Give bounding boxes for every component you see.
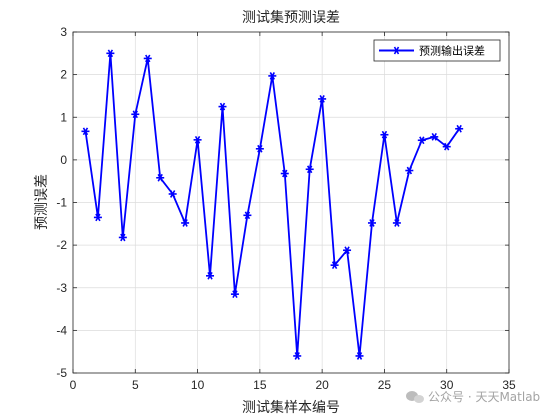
x-tick-label: 25 [378, 378, 392, 392]
x-tick-label: 30 [440, 378, 454, 392]
data-point-marker [367, 219, 376, 227]
data-point-marker [255, 144, 264, 153]
data-point-marker [106, 49, 115, 58]
data-point-marker [168, 190, 177, 198]
legend-label: 预测输出误差 [419, 44, 485, 58]
data-point-marker [280, 169, 289, 178]
data-point-marker [206, 271, 215, 280]
x-tick-labels: 0 5 10 15 20 25 30 35 [70, 378, 516, 392]
data-point-marker [230, 290, 239, 299]
data-point-marker [268, 72, 277, 80]
y-tick-labels: 3 2 1 0 -1 -2 -3 -4 -5 [56, 25, 67, 380]
data-point-marker [442, 142, 451, 151]
data-point-marker [343, 246, 352, 255]
x-tick-label: 10 [191, 378, 205, 392]
data-point-marker [392, 219, 401, 227]
chart-title: 测试集预测误差 [242, 9, 340, 26]
x-axis-label: 测试集样本编号 [242, 399, 340, 416]
series-layer [81, 49, 464, 360]
y-tick-label: -1 [56, 196, 67, 210]
data-point-marker [417, 136, 426, 145]
y-tick-label: 1 [60, 110, 67, 124]
data-point-marker [93, 213, 102, 222]
data-point-marker [430, 132, 439, 141]
x-tick-label: 35 [502, 378, 516, 392]
y-tick-label: -2 [56, 238, 67, 252]
watermark: 公众号 · 天天Matlab [406, 390, 540, 404]
legend-marker-asterisk-icon [392, 46, 401, 55]
y-tick-label: 0 [60, 153, 67, 167]
data-point-marker [405, 166, 414, 175]
y-tick-label: -4 [56, 323, 67, 337]
legend-box [373, 39, 501, 62]
data-point-marker [218, 102, 227, 111]
data-point-marker [118, 233, 127, 242]
x-tick-label: 5 [132, 378, 139, 392]
tick-marks [72, 31, 510, 374]
data-point-marker [143, 54, 152, 63]
data-point-marker [355, 352, 364, 360]
data-point-marker [293, 352, 302, 360]
watermark-text: 公众号 · 天天Matlab [428, 390, 540, 404]
y-tick-label: -5 [56, 366, 67, 380]
legend: 预测输出误差 [373, 39, 501, 62]
data-point-marker [81, 127, 90, 136]
y-axis-label: 预测误差 [34, 174, 50, 230]
x-tick-label: 20 [315, 378, 329, 392]
data-point-marker [318, 95, 327, 103]
data-point-marker [156, 173, 165, 182]
x-tick-label: 0 [70, 378, 77, 392]
y-tick-label: 3 [60, 25, 67, 39]
data-point-marker [330, 261, 339, 270]
data-point-marker [131, 110, 140, 119]
data-point-marker [305, 165, 314, 174]
y-tick-label: 2 [60, 68, 67, 82]
legend-marker-glyph [392, 46, 401, 55]
data-point-marker [181, 219, 190, 227]
x-tick-label: 15 [253, 378, 267, 392]
data-point-marker [193, 135, 202, 144]
wechat-icon [406, 391, 424, 403]
data-point-marker [455, 124, 464, 133]
y-tick-label: -3 [56, 281, 67, 295]
data-point-marker [380, 130, 389, 139]
data-point-marker [243, 211, 252, 220]
